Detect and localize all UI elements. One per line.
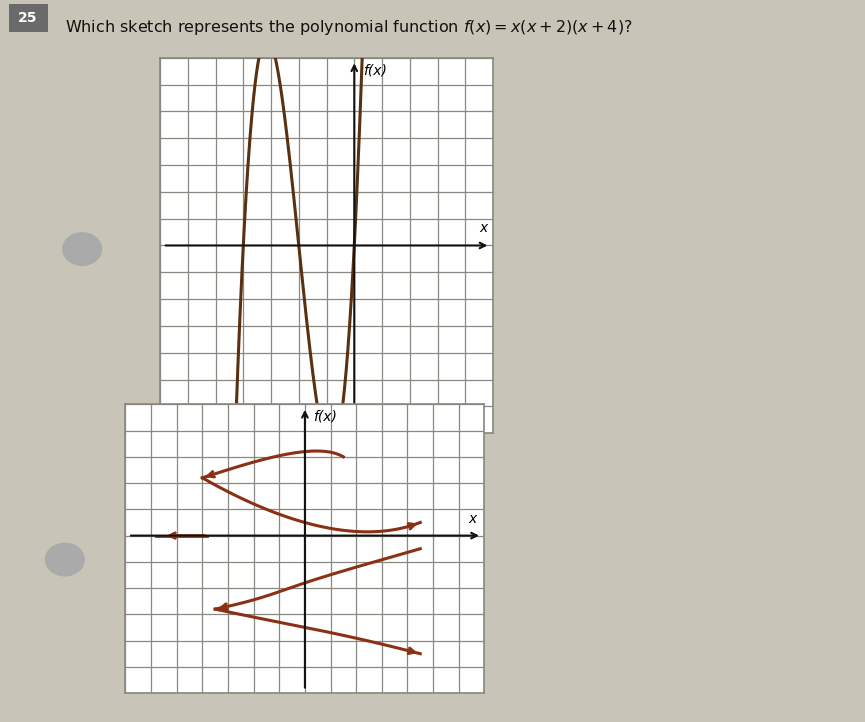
Text: x: x	[479, 221, 488, 235]
Text: x: x	[469, 513, 477, 526]
Text: A: A	[78, 244, 86, 254]
Text: Which sketch represents the polynomial function $f(x) = x(x + 2)(x + 4)$?: Which sketch represents the polynomial f…	[65, 18, 632, 37]
Text: f(x): f(x)	[312, 409, 336, 424]
Text: B: B	[61, 554, 69, 565]
Text: f(x): f(x)	[362, 63, 387, 77]
Text: 25: 25	[18, 11, 38, 25]
